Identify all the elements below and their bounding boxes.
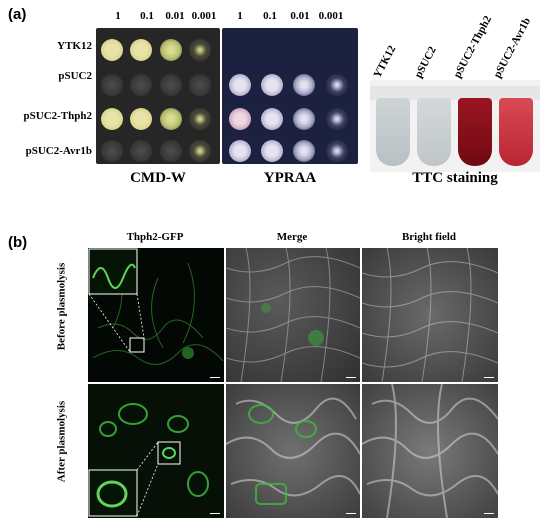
yeast-spot	[160, 108, 182, 130]
yeast-spot	[189, 140, 211, 162]
ypraa-caption: YPRAA	[263, 170, 317, 186]
column-title: Thph2-GFP	[126, 231, 184, 243]
ttc-caption: TTC staining	[412, 170, 498, 186]
yeast-spot	[293, 74, 315, 96]
yeast-spot	[130, 39, 152, 61]
yeast-spot	[189, 108, 211, 130]
yeast-spot	[101, 140, 123, 162]
yeast-spot	[261, 74, 283, 96]
ypraa-plate-image	[222, 28, 358, 164]
yeast-spot	[261, 108, 283, 130]
yeast-spot	[130, 108, 152, 130]
cmd-w-caption: CMD-W	[130, 170, 186, 186]
merge-before-image	[225, 247, 361, 383]
column-title: Merge	[276, 231, 308, 243]
row-title: After plasmolysis	[55, 400, 68, 483]
yeast-spot	[293, 39, 315, 61]
tube-label: pSUC2-Thph2	[451, 13, 495, 81]
yeast-spot	[189, 74, 211, 96]
yeast-spot	[326, 140, 348, 162]
row-title: Before plasmolysis	[55, 262, 68, 351]
bright-before-image	[361, 247, 499, 383]
yeast-spot	[229, 140, 251, 162]
panel-a-label: (a)	[8, 6, 27, 23]
strain-label: pSUC2	[58, 70, 92, 82]
column-title: Bright field	[401, 231, 457, 243]
yeast-spot	[326, 74, 348, 96]
yeast-spot	[101, 108, 123, 130]
merge-after-image	[225, 383, 361, 519]
yeast-spot	[326, 108, 348, 130]
strain-label: pSUC2-Thph2	[23, 110, 92, 122]
yeast-spot	[160, 74, 182, 96]
strain-label: pSUC2-Avr1b	[25, 145, 92, 157]
yeast-spot	[160, 140, 182, 162]
tube-label: pSUC2-Avr1b	[491, 15, 534, 80]
gfp-after-image	[87, 383, 225, 519]
yeast-spot	[229, 108, 251, 130]
panel-b-label: (b)	[8, 234, 28, 251]
yeast-spot	[160, 39, 182, 61]
yeast-spot	[261, 39, 283, 61]
dilution-label: 0.01	[165, 10, 185, 22]
cmd-w-plate-image	[96, 28, 220, 164]
yeast-spot	[130, 74, 152, 96]
yeast-spot	[189, 39, 211, 61]
yeast-spot	[326, 39, 348, 61]
dilution-label: 0.001	[191, 10, 217, 22]
strain-label: YTK12	[57, 40, 92, 52]
dilution-label: 0.01	[290, 10, 310, 22]
ttc-tube-photo	[370, 80, 540, 172]
yeast-spot	[229, 74, 251, 96]
yeast-spot	[101, 74, 123, 96]
yeast-spot	[130, 140, 152, 162]
yeast-spot	[293, 108, 315, 130]
yeast-spot	[229, 39, 251, 61]
gfp-before-image	[87, 247, 225, 383]
dilution-label: 1	[237, 10, 243, 22]
yeast-spot	[293, 140, 315, 162]
bright-after-image	[361, 383, 499, 519]
tube-label: YTK12	[371, 43, 399, 80]
dilution-label: 0.001	[318, 10, 344, 22]
dilution-label: 0.1	[263, 10, 277, 22]
dilution-label: 0.1	[140, 10, 154, 22]
tube-label: pSUC2	[412, 44, 439, 80]
yeast-spot	[261, 140, 283, 162]
dilution-label: 1	[115, 10, 121, 22]
yeast-spot	[101, 39, 123, 61]
